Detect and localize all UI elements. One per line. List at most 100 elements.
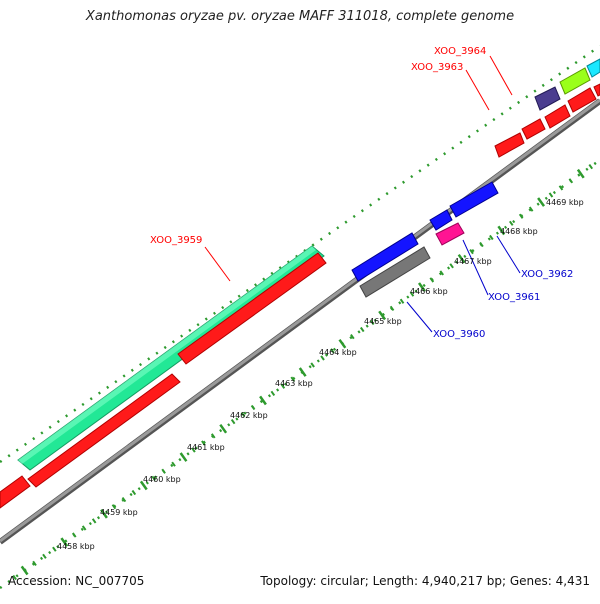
gene-label-XOO_3961[interactable]: XOO_3961 [488, 292, 540, 303]
tick-mark [548, 192, 554, 198]
tick-mark [378, 310, 387, 321]
tick-mark [310, 362, 315, 368]
tick-label-4469: 4469 kbp [546, 198, 584, 207]
tick-mark [588, 164, 594, 170]
gene-label-XOO_3960[interactable]: XOO_3960 [433, 329, 485, 340]
tick-label-4462: 4462 kbp [230, 411, 268, 420]
tick-mark [240, 412, 246, 418]
tick-mark [449, 263, 454, 269]
tick-mark [179, 452, 188, 462]
gene-red-left[interactable] [0, 475, 31, 509]
tick-mark [191, 447, 196, 453]
tick-mark [280, 383, 286, 389]
tick-mark [32, 560, 37, 566]
tick-mark [320, 355, 325, 361]
tick-mark [417, 282, 426, 292]
tick-mark [270, 390, 276, 396]
gene-label-XOO_3959[interactable]: XOO_3959 [150, 235, 202, 246]
gene-XOO_3963-box[interactable] [494, 118, 546, 158]
tick-mark [250, 404, 256, 411]
tick-mark [457, 253, 466, 264]
gene-grey-box[interactable] [359, 246, 431, 298]
tick-mark [389, 305, 395, 311]
tick-mark [298, 367, 307, 377]
gene-XOO_3961-box[interactable] [435, 222, 465, 246]
gene-labels: XOO_3959 XOO_3963 XOO_3964 XOO_3960 XOO_… [150, 46, 573, 340]
gene-red-long-2[interactable] [177, 252, 327, 365]
tick-marks [12, 164, 594, 581]
tick-mark [171, 461, 176, 467]
gene-label-XOO_3962[interactable]: XOO_3962 [521, 269, 573, 280]
gene-XOO_3960-box[interactable] [351, 232, 419, 282]
gene-XOO_3964-box[interactable] [544, 87, 597, 129]
tick-mark [479, 241, 484, 248]
tick-mark [369, 319, 375, 326]
tick-mark [330, 348, 335, 354]
tick-mark [201, 440, 206, 446]
tick-mark [576, 168, 585, 179]
gene-small-teal-box[interactable] [18, 351, 174, 465]
tick-mark [71, 532, 77, 538]
gene-cyan-box[interactable] [586, 58, 600, 78]
tick-label-4460: 4460 kbp [143, 475, 181, 484]
gene-red-long-1[interactable] [27, 373, 181, 488]
inner-dotted-track [0, 158, 600, 590]
tick-label-4464: 4464 kbp [319, 348, 357, 357]
tick-mark [568, 178, 574, 184]
tick-mark [469, 249, 474, 255]
tick-mark [489, 234, 494, 241]
tick-label-4468: 4468 kbp [500, 227, 538, 236]
tick-mark [20, 565, 29, 576]
tick-mark [52, 546, 57, 552]
leader-lines [204, 55, 521, 333]
map-title: Xanthomonas oryzae pv. oryzae MAFF 31101… [85, 9, 515, 24]
tick-mark [338, 338, 347, 349]
outer-dotted-track [0, 44, 600, 464]
tick-mark [537, 197, 546, 207]
gene-red-edge[interactable] [593, 83, 600, 97]
tick-label-4466: 4466 kbp [410, 287, 448, 296]
tick-labels: 4458 kbp 4459 kbp 4460 kbp 4461 kbp 4462… [57, 198, 584, 551]
tick-mark [111, 504, 117, 510]
tick-mark [439, 270, 445, 276]
tick-mark [121, 497, 127, 503]
tick-mark [42, 553, 47, 559]
tick-mark [161, 468, 166, 474]
tick-mark [81, 525, 87, 531]
gene-XOO_3962-box[interactable] [429, 181, 499, 231]
tick-mark [139, 480, 148, 491]
tick-mark [100, 508, 108, 519]
tick-mark [210, 433, 216, 439]
tick-mark [528, 206, 534, 212]
gene-purple-box[interactable] [534, 86, 561, 111]
tick-mark [12, 574, 17, 581]
tick-label-4465: 4465 kbp [364, 317, 402, 326]
tick-mark [131, 489, 137, 496]
gene-XOO_3959-box[interactable] [17, 245, 325, 471]
tick-mark [399, 298, 405, 304]
tick-mark [409, 291, 415, 297]
tick-mark [60, 537, 69, 547]
tick-mark [429, 277, 435, 283]
gene-lime-box[interactable] [559, 67, 591, 95]
gene-label-XOO_3963[interactable]: XOO_3963 [411, 62, 463, 73]
gene-label-XOO_3964[interactable]: XOO_3964 [434, 46, 486, 57]
tick-mark [518, 213, 524, 219]
tick-mark [219, 423, 228, 434]
tick-mark [151, 475, 157, 481]
tick-label-4459: 4459 kbp [100, 508, 138, 517]
tick-label-4463: 4463 kbp [275, 379, 313, 388]
tick-label-4467: 4467 kbp [454, 257, 492, 266]
tick-mark [359, 326, 365, 333]
tick-mark [230, 419, 236, 425]
tick-label-4461: 4461 kbp [187, 443, 225, 452]
tick-label-4458: 4458 kbp [57, 542, 95, 551]
tick-mark [350, 334, 355, 340]
genome-backbone [0, 98, 600, 545]
accession-text: Accession: NC_007705 [8, 574, 145, 588]
genome-summary-text: Topology: circular; Length: 4,940,217 bp… [260, 574, 590, 588]
tick-mark [259, 395, 267, 406]
tick-mark [91, 518, 97, 524]
